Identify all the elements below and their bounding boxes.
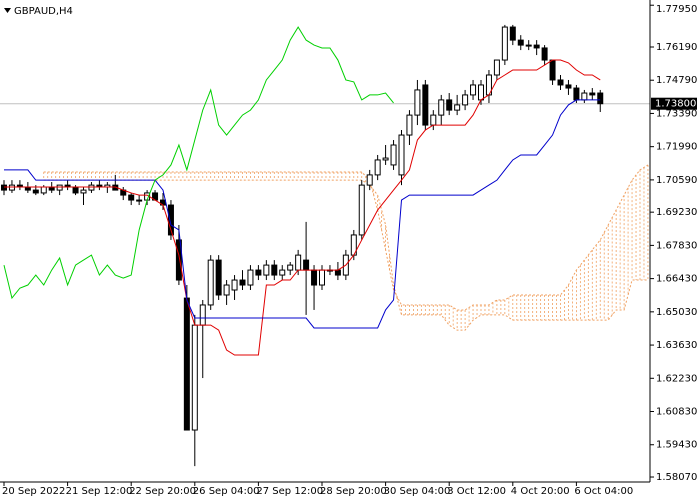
candle-body: [295, 254, 302, 271]
candle-body: [454, 104, 461, 111]
y-tick-label: 1.60830: [656, 407, 697, 418]
last-price-label: 1.73800: [655, 99, 696, 110]
candle-body: [207, 259, 214, 306]
candle-body: [374, 159, 381, 176]
x-tick-label: 3 Oct 12:00: [447, 486, 506, 497]
candle-body: [557, 79, 564, 86]
menu-icon: [4, 8, 11, 13]
y-tick-label: 1.69230: [656, 207, 697, 218]
candle-body: [462, 94, 469, 106]
y-tick-label: 1.77950: [656, 4, 697, 15]
candle-body: [136, 199, 143, 202]
candle-body: [263, 264, 270, 276]
candle-body: [406, 114, 413, 136]
candle-body: [199, 304, 206, 326]
candle-body: [56, 184, 63, 191]
candle-body: [509, 26, 516, 41]
candle-body: [446, 99, 453, 111]
y-tick-label: 1.67830: [656, 240, 697, 251]
y-tick-label: 1.74790: [656, 75, 697, 86]
candle-body: [88, 184, 95, 191]
indicator-line: [3, 26, 394, 300]
x-tick-label: 27 Sep 12:00: [256, 486, 323, 497]
candle-body: [525, 44, 532, 47]
candle-body: [32, 189, 39, 194]
candle-body: [390, 144, 397, 166]
last-price-box: [651, 97, 697, 110]
candle-body: [167, 204, 174, 236]
candle-body: [247, 269, 254, 286]
candle-body: [279, 269, 286, 276]
candle-body: [493, 59, 500, 76]
x-tick-label: 20 Sep 2022: [2, 486, 65, 497]
candle-body: [215, 259, 222, 296]
candle-body: [334, 269, 341, 276]
candle-body: [565, 84, 572, 89]
x-tick-label: 22 Sep 20:00: [129, 486, 196, 497]
indicator-line: [4, 99, 601, 329]
chart-title: GBPAUD,H4: [14, 6, 73, 17]
candle-body: [231, 279, 238, 291]
candle-body: [589, 92, 596, 96]
candle-body: [438, 99, 445, 116]
candle-body: [8, 184, 15, 191]
candle-body: [358, 184, 365, 236]
candle-body: [40, 186, 47, 194]
y-tick-label: 1.58070: [656, 472, 697, 483]
x-tick-label: 26 Sep 04:00: [193, 486, 260, 497]
candle-body: [183, 297, 190, 431]
candle-body: [175, 239, 182, 281]
candle-body: [398, 134, 405, 176]
y-tick-label: 1.59430: [656, 440, 697, 451]
candle-body: [533, 44, 540, 49]
candle-body: [382, 157, 389, 161]
y-tick-label: 1.70590: [656, 175, 697, 186]
candle-body: [128, 194, 135, 201]
x-tick-label: 30 Sep 04:00: [384, 486, 451, 497]
candle-body: [478, 84, 484, 101]
candle-body: [549, 59, 556, 81]
plot-area: [0, 24, 650, 467]
candle-body: [319, 269, 325, 286]
y-tick-label: 1.73390: [656, 108, 697, 119]
candle-body: [72, 186, 79, 194]
candle-body: [271, 264, 278, 276]
candle-body: [255, 269, 262, 276]
candle-body: [573, 87, 580, 101]
candle-body: [366, 174, 373, 186]
candle-body: [581, 92, 588, 101]
candle-body: [501, 26, 508, 61]
candle-body: [422, 84, 429, 126]
candle-body: [1, 184, 7, 191]
y-tick-label: 1.66430: [656, 274, 697, 285]
candle-body: [430, 114, 437, 126]
candle-body: [303, 259, 310, 271]
x-tick-label: 28 Sep 20:00: [320, 486, 387, 497]
candle-body: [597, 92, 604, 105]
y-tick-label: 1.63630: [656, 340, 697, 351]
y-tick-label: 1.76190: [656, 42, 697, 53]
candle-body: [191, 324, 198, 431]
x-tick-label: 4 Oct 20:00: [511, 486, 570, 497]
cloud-span: [43, 164, 649, 311]
x-tick-label: 21 Sep 12:00: [66, 486, 133, 497]
y-tick-label: 1.62230: [656, 373, 697, 384]
candle-body: [541, 47, 548, 61]
candle-body: [223, 284, 230, 296]
candle-body: [517, 39, 524, 46]
candle-body: [311, 269, 318, 286]
candle-body: [239, 279, 246, 286]
candle-body: [287, 264, 294, 271]
y-tick-label: 1.65030: [656, 307, 697, 318]
candle-body: [414, 89, 421, 116]
x-tick-label: 6 Oct 04:00: [574, 486, 633, 497]
candle-body: [80, 189, 87, 194]
candle-body: [470, 84, 477, 96]
indicator-line: [4, 59, 601, 356]
y-tick-label: 1.71990: [656, 142, 697, 153]
